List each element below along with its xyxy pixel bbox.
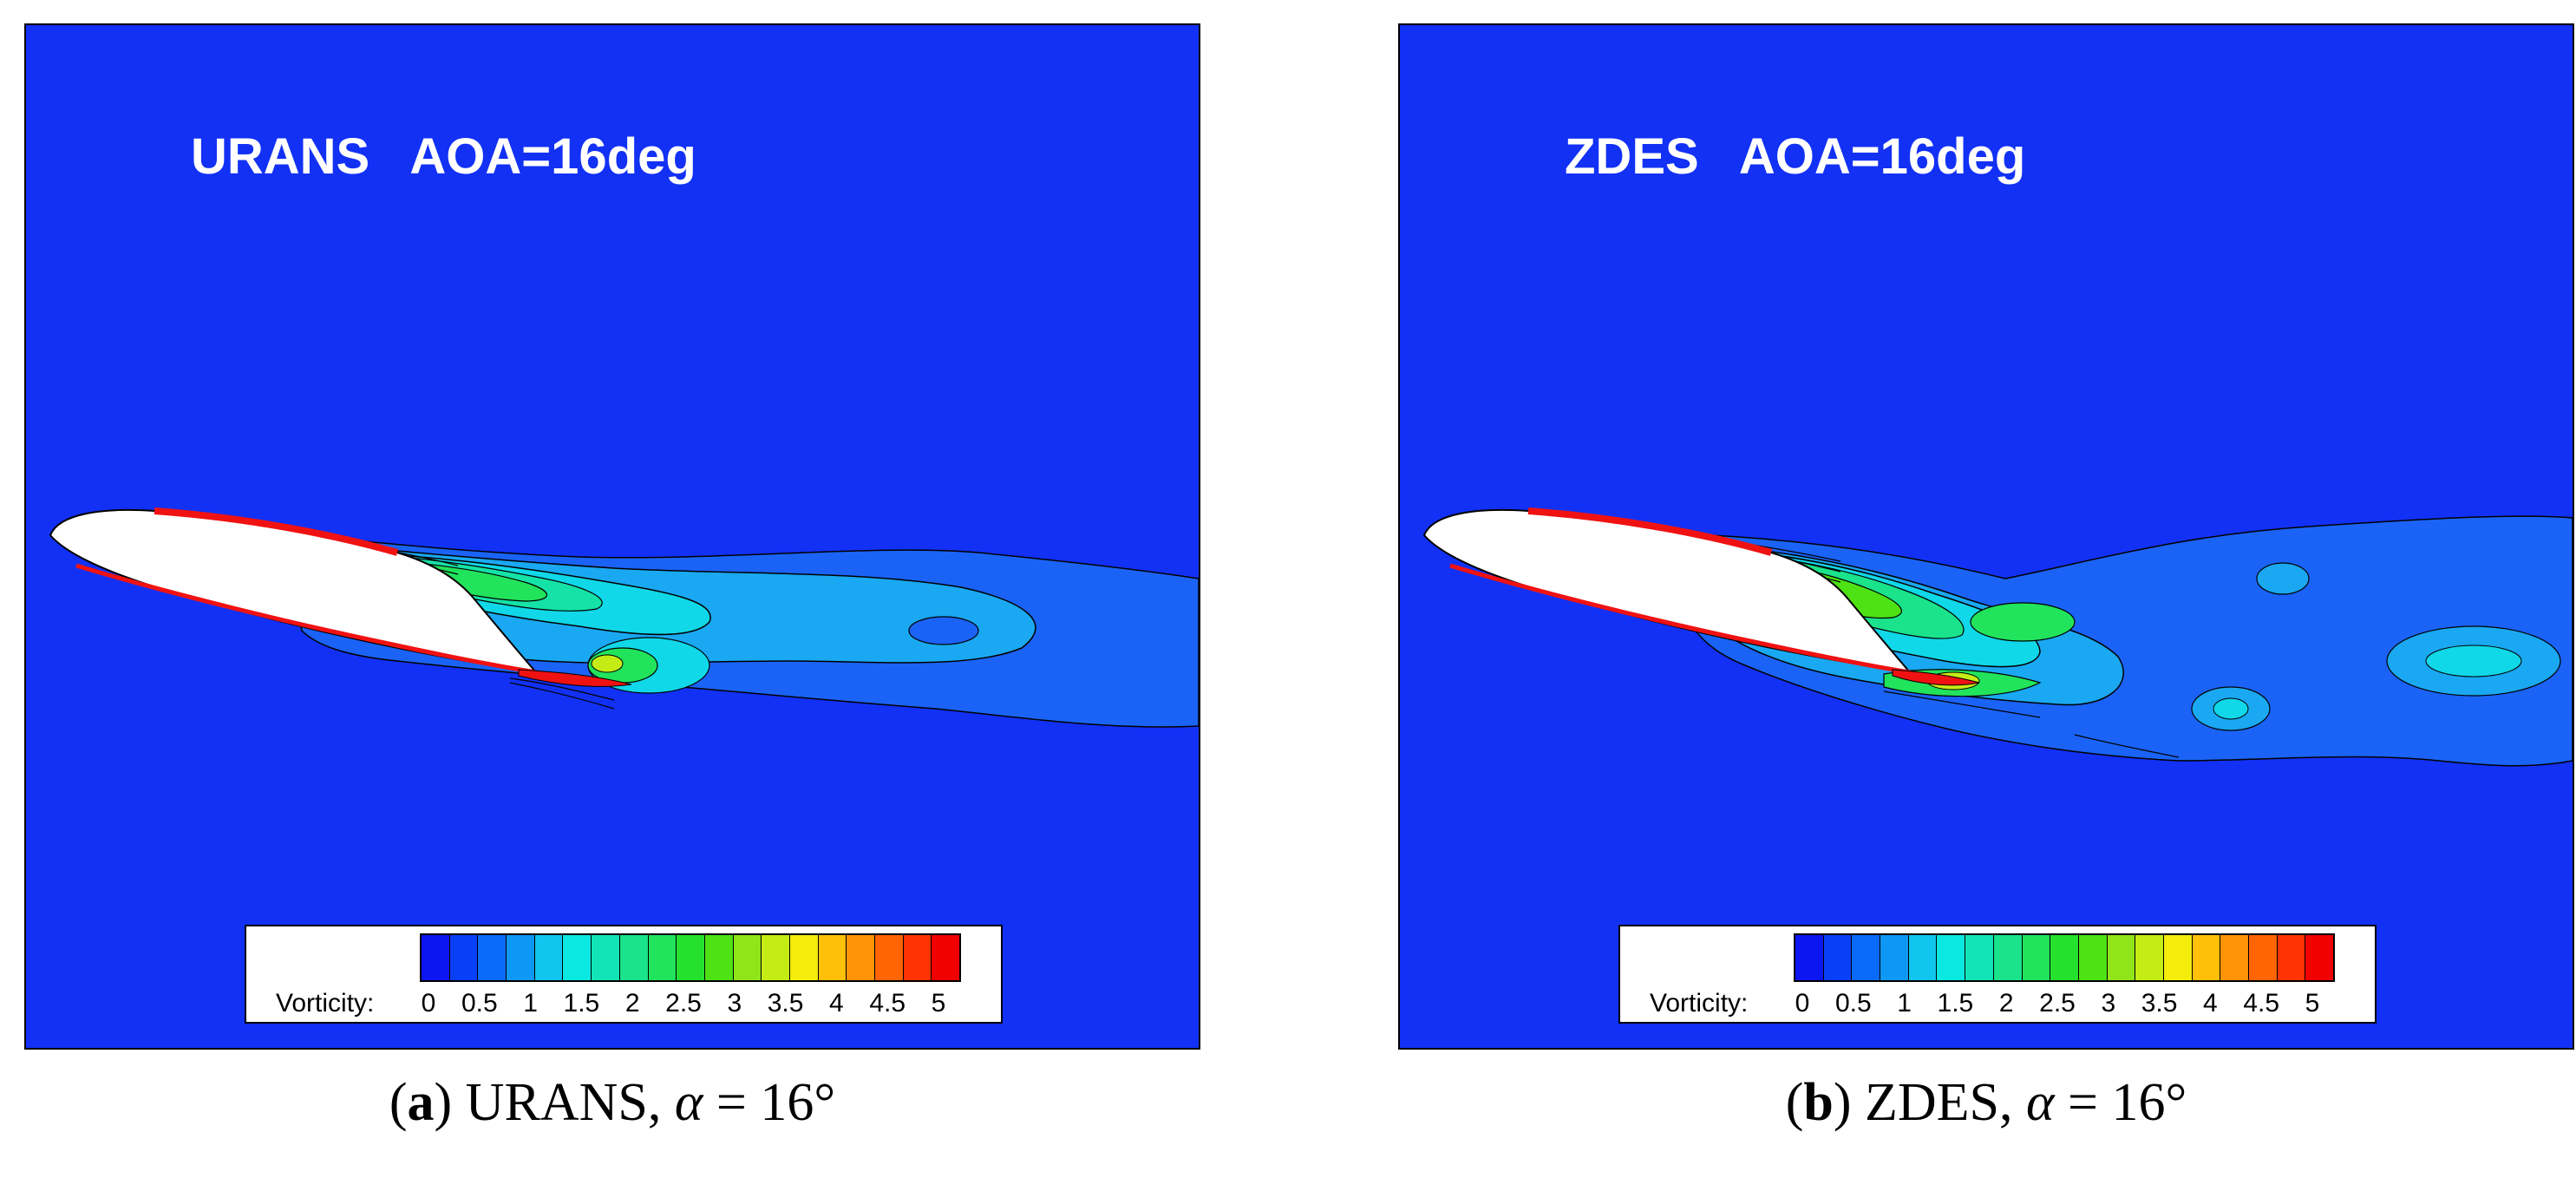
legend-swatch bbox=[818, 935, 847, 980]
legend-swatch bbox=[1937, 935, 1966, 980]
legend-swatch bbox=[648, 935, 677, 980]
legend-tick-label: 2.5 bbox=[2039, 989, 2076, 1018]
caption-value: = 16° bbox=[2054, 1073, 2187, 1132]
legend-tick-label: 4 bbox=[829, 989, 844, 1018]
vorticity-legend: Vorticity: 0 0.5 1 1.5 2 2.5 3 3.5 4 4.5 5 bbox=[1618, 925, 2377, 1024]
legend-tick-label: 5 bbox=[931, 989, 946, 1018]
legend-swatch bbox=[2107, 935, 2136, 980]
caption-value: = 16° bbox=[703, 1073, 836, 1132]
legend-tick-label: 1 bbox=[523, 989, 538, 1018]
legend-swatch bbox=[2163, 935, 2193, 980]
legend-swatch bbox=[507, 935, 535, 980]
legend-swatch bbox=[2135, 935, 2164, 980]
legend-tick-label: 1.5 bbox=[1937, 989, 1974, 1018]
legend-tick-label: 0 bbox=[1795, 989, 1810, 1018]
legend-swatch bbox=[1823, 935, 1853, 980]
legend-swatch bbox=[847, 935, 875, 980]
legend-swatch bbox=[2078, 935, 2108, 980]
legend-title: Vorticity: bbox=[276, 989, 375, 1018]
legend-swatch bbox=[875, 935, 904, 980]
legend-color-bar bbox=[1794, 933, 2335, 982]
legend-tick-label: 2.5 bbox=[665, 989, 702, 1018]
panel-zdes: ZDES AOA=16deg Vorticity: 0 0.5 1 1.5 2 2.5 3 3… bbox=[1398, 23, 2574, 1050]
vorticity-contour-plot-zdes bbox=[1398, 23, 2574, 1050]
legend-tick-label: 0 bbox=[421, 989, 436, 1018]
trailing-edge-red bbox=[518, 669, 632, 687]
legend-swatch bbox=[449, 935, 479, 980]
legend-title: Vorticity: bbox=[1650, 989, 1749, 1018]
caption-letter: b bbox=[1803, 1073, 1834, 1132]
legend-tick-label: 3.5 bbox=[2141, 989, 2178, 1018]
legend-tick-label: 3 bbox=[2101, 989, 2116, 1018]
panel-urans: URANS AOA=16deg Vorticity: 0 0.5 1 1.5 2 2.5 3… bbox=[24, 23, 1200, 1050]
legend-tick-label: 4 bbox=[2203, 989, 2218, 1018]
plot-label: ZDES AOA=16deg bbox=[1565, 128, 2026, 185]
legend-swatch bbox=[619, 935, 649, 980]
legend-swatch bbox=[1795, 935, 1824, 980]
legend-tick-label: 4.5 bbox=[2243, 989, 2280, 1018]
legend-swatch bbox=[422, 935, 450, 980]
airfoil-lower-edge bbox=[1449, 563, 1911, 675]
legend-swatch bbox=[2277, 935, 2306, 980]
wake-blob-2-core bbox=[2213, 697, 2249, 720]
legend-swatch bbox=[2192, 935, 2221, 980]
legend-swatch bbox=[2220, 935, 2249, 980]
legend-tick-label: 2 bbox=[624, 989, 640, 1018]
caption-symbol: α bbox=[2025, 1073, 2055, 1132]
legend-swatch bbox=[789, 935, 819, 980]
vortex-trailing-peak bbox=[591, 654, 624, 673]
legend-swatch bbox=[1965, 935, 1994, 980]
legend-tick-label: 5 bbox=[2305, 989, 2320, 1018]
legend-tick-label: 0.5 bbox=[1834, 989, 1872, 1018]
caption-b: (b) ZDES, α = 16° bbox=[1785, 1073, 2187, 1132]
legend-swatch bbox=[1993, 935, 2023, 980]
caption-symbol: α bbox=[674, 1073, 703, 1132]
legend-swatch bbox=[677, 935, 705, 980]
legend-tick-label: 4.5 bbox=[869, 989, 906, 1018]
legend-swatch bbox=[733, 935, 762, 980]
legend-swatch bbox=[704, 935, 734, 980]
legend-swatch bbox=[2050, 935, 2079, 980]
legend-swatch bbox=[932, 935, 960, 980]
legend-tick-label: 2 bbox=[1998, 989, 2014, 1018]
legend-tick-label: 1 bbox=[1897, 989, 1912, 1018]
legend-tick-label: 3.5 bbox=[767, 989, 804, 1018]
legend-swatch bbox=[1852, 935, 1881, 980]
caption-text: ZDES, bbox=[1851, 1073, 2026, 1132]
airfoil-upper-edge bbox=[1527, 507, 1773, 556]
legend-tick-label: 1.5 bbox=[563, 989, 600, 1018]
legend-swatch bbox=[478, 935, 507, 980]
legend-tick-label: 3 bbox=[727, 989, 742, 1018]
caption-a: (a) URANS, α = 16° bbox=[389, 1073, 836, 1132]
trailing-edge-red bbox=[1892, 669, 1980, 686]
caption-letter: a bbox=[407, 1073, 435, 1132]
vorticity-legend: Vorticity: 0 0.5 1 1.5 2 2.5 3 3.5 4 4.5 5 bbox=[245, 925, 1003, 1024]
plot-label: URANS AOA=16deg bbox=[191, 128, 696, 185]
wake-pocket bbox=[908, 616, 979, 645]
legend-swatch bbox=[2022, 935, 2051, 980]
caption-text: URANS, bbox=[452, 1073, 675, 1132]
wake-blob-1-core bbox=[2425, 645, 2522, 677]
airfoil-lower-edge bbox=[75, 563, 537, 675]
legend-swatch bbox=[1908, 935, 1938, 980]
legend-tick-label: 0.5 bbox=[461, 989, 498, 1018]
legend-swatch bbox=[592, 935, 620, 980]
vorticity-contour-plot-urans bbox=[24, 23, 1200, 1050]
legend-color-bar bbox=[420, 933, 961, 982]
legend-swatch bbox=[2249, 935, 2278, 980]
legend-swatch bbox=[534, 935, 564, 980]
legend-swatch bbox=[903, 935, 932, 980]
legend-swatch bbox=[762, 935, 790, 980]
legend-swatch bbox=[563, 935, 592, 980]
wake-blob-3 bbox=[2256, 562, 2310, 595]
vortex-core bbox=[1970, 602, 2076, 642]
airfoil-upper-edge bbox=[154, 507, 399, 556]
legend-swatch bbox=[2305, 935, 2334, 980]
legend-swatch bbox=[1880, 935, 1909, 980]
